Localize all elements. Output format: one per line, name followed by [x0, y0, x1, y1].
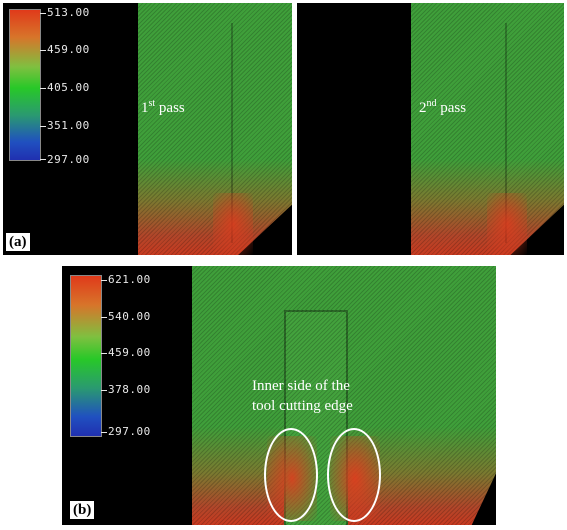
panel-b-letter: (b)	[70, 501, 95, 519]
scale-a-tick-2: 459.00	[47, 43, 90, 56]
scale-b-tick-3: 459.00	[108, 346, 151, 359]
color-scale-a	[9, 9, 41, 161]
scale-a-tick-1: 513.00	[47, 6, 90, 19]
panel-a-letter: (a)	[6, 233, 30, 251]
hot-zone-a2	[487, 193, 527, 255]
annotation-line-1: Inner side of the	[252, 378, 350, 394]
panel-a-right: 2nd pass	[297, 3, 564, 255]
pass-1-label: 1st pass	[141, 98, 185, 116]
scale-b-tick-2: 540.00	[108, 310, 151, 323]
mesh-edge-a2	[505, 23, 507, 243]
pass-2-label: 2nd pass	[419, 98, 467, 116]
highlight-ellipse-left	[264, 428, 318, 522]
panel-a-left: 513.00 459.00 405.00 351.00 297.00 1st p…	[3, 3, 292, 255]
annotation-line-2: tool cutting edge	[252, 398, 353, 414]
highlight-ellipse-right	[327, 428, 381, 522]
scale-b-tick-1: 621.00	[108, 273, 151, 286]
scale-a-tick-3: 405.00	[47, 81, 90, 94]
scale-a-tick-5: 297.00	[47, 153, 90, 166]
scale-b-tick-5: 297.00	[108, 425, 151, 438]
panel-b: 621.00 540.00 459.00 378.00 297.00 Inner…	[62, 266, 496, 525]
scale-a-tick-4: 351.00	[47, 119, 90, 132]
scale-b-tick-4: 378.00	[108, 383, 151, 396]
mesh-edge-a1	[231, 23, 233, 243]
hot-zone-a1	[213, 193, 253, 255]
color-scale-b	[70, 275, 102, 437]
